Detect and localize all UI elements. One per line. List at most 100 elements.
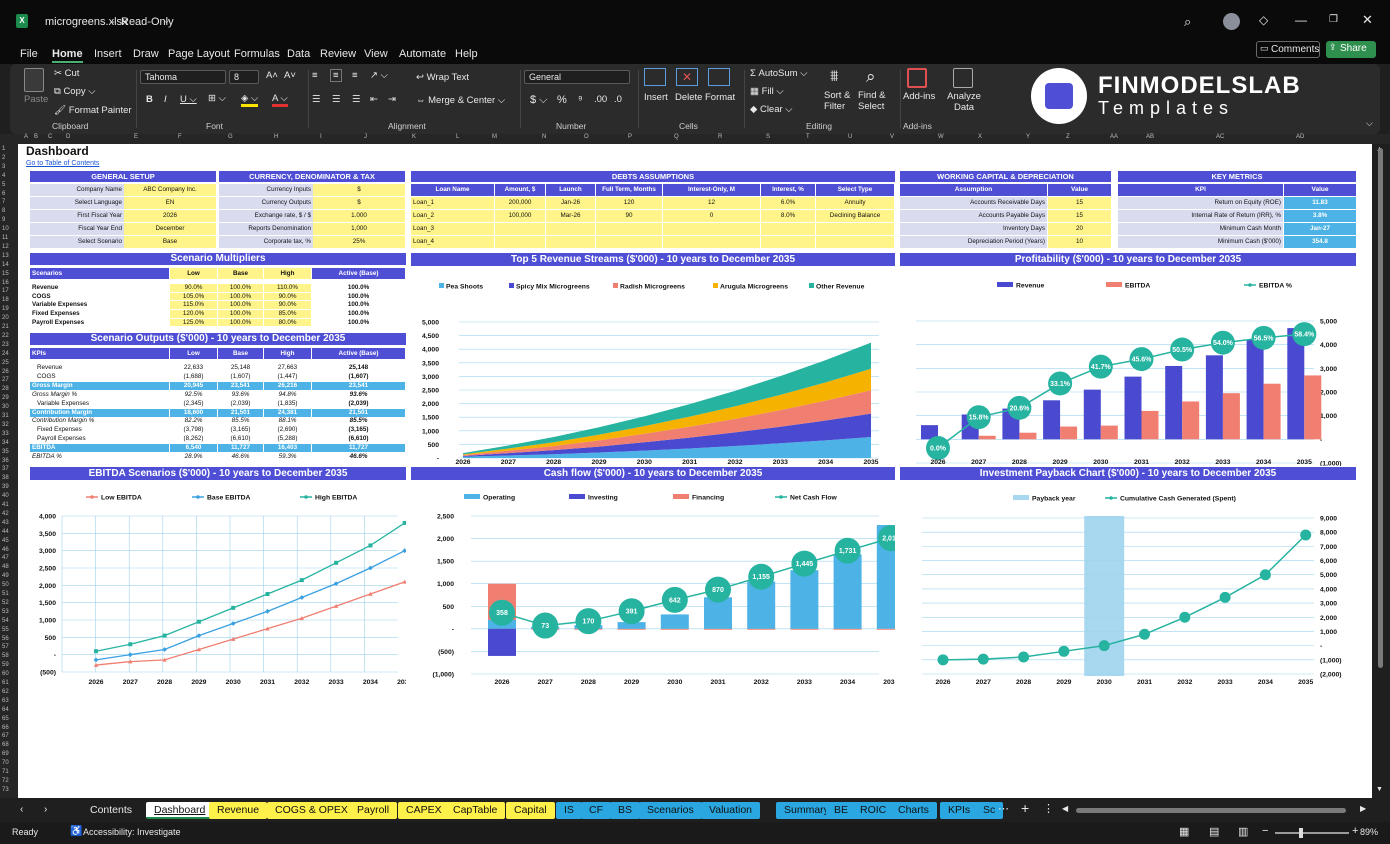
row-header[interactable]: 64 bbox=[2, 706, 9, 713]
paste-icon[interactable] bbox=[24, 68, 44, 92]
sheet-tab-payroll[interactable]: Payroll bbox=[349, 802, 398, 819]
setup-value[interactable]: EN bbox=[124, 197, 216, 209]
align-bottom-icon[interactable]: ≡ bbox=[352, 70, 358, 81]
sheet-tab-be[interactable]: BE bbox=[826, 802, 857, 819]
orientation-icon[interactable]: ↗ ⌵ bbox=[370, 70, 388, 81]
debt-cell[interactable]: Jan-26 bbox=[546, 197, 595, 209]
minimize-icon[interactable]: — bbox=[1295, 13, 1307, 27]
decrease-indent-icon[interactable]: ⇤ bbox=[370, 94, 378, 105]
menu-automate[interactable]: Automate bbox=[399, 48, 447, 60]
scenario-value[interactable]: 90.0% bbox=[264, 292, 311, 301]
zoom-out-icon[interactable]: − bbox=[1262, 825, 1269, 837]
column-header[interactable]: D bbox=[66, 134, 71, 140]
addins-icon[interactable] bbox=[907, 68, 927, 88]
sheet-tab-scenarios[interactable]: Scenarios bbox=[639, 802, 702, 819]
row-header[interactable]: 17 bbox=[2, 288, 9, 295]
debt-cell[interactable]: 12 bbox=[663, 197, 760, 209]
row-header[interactable]: 24 bbox=[2, 350, 9, 357]
format-cells-icon[interactable] bbox=[708, 68, 730, 86]
row-header[interactable]: 62 bbox=[2, 688, 9, 695]
table-of-contents-link[interactable]: Go to Table of Contents bbox=[26, 160, 100, 167]
column-header[interactable]: B bbox=[34, 134, 39, 140]
row-header[interactable]: 51 bbox=[2, 591, 9, 597]
sort-filter-icon[interactable]: ⩩ bbox=[830, 68, 839, 85]
clear-button[interactable]: ◆ Clear ⌵ bbox=[750, 104, 793, 115]
row-header[interactable]: 2 bbox=[2, 154, 6, 161]
row-header[interactable]: 52 bbox=[2, 599, 9, 606]
column-header[interactable]: AD bbox=[1296, 134, 1305, 140]
row-header[interactable]: 46 bbox=[2, 546, 9, 553]
row-header[interactable]: 6 bbox=[2, 190, 6, 197]
debt-cell[interactable]: Loan_3 bbox=[411, 223, 494, 235]
debt-cell[interactable]: Loan_1 bbox=[411, 197, 494, 209]
comments-button[interactable]: ▭ Comments bbox=[1256, 41, 1320, 58]
wc-value[interactable]: 15 bbox=[1048, 210, 1111, 222]
column-header[interactable]: A bbox=[24, 134, 29, 140]
currency-value[interactable]: $ bbox=[313, 197, 405, 209]
increase-decimal-icon[interactable]: .00 bbox=[594, 94, 608, 105]
zoom-thumb[interactable] bbox=[1299, 828, 1303, 838]
menu-view[interactable]: View bbox=[364, 48, 388, 60]
underline-button[interactable]: U ⌵ bbox=[180, 94, 197, 105]
row-header[interactable]: 45 bbox=[2, 537, 9, 544]
row-header[interactable]: 58 bbox=[2, 653, 9, 660]
ebitda-scenarios-chart[interactable]: Low EBITDA Base EBITDA High EBITDA 4,000 3,5… bbox=[30, 480, 406, 694]
row-header[interactable]: 26 bbox=[2, 368, 9, 375]
row-header[interactable]: 38 bbox=[2, 475, 9, 482]
menu-data[interactable]: Data bbox=[287, 48, 311, 60]
revenue-streams-chart[interactable]: Pea Shoots Spicy Mix Microgreens Radish Mi… bbox=[411, 266, 895, 466]
zoom-level[interactable]: 89% bbox=[1360, 827, 1379, 837]
debt-cell[interactable]: Annuity bbox=[816, 197, 894, 209]
row-header[interactable]: 47 bbox=[2, 555, 9, 562]
scenario-value[interactable]: 100.0% bbox=[218, 310, 263, 318]
sheet-tab-capex[interactable]: CAPEX bbox=[398, 802, 450, 819]
debt-cell[interactable]: 0 bbox=[663, 210, 760, 222]
wc-value[interactable]: 10 bbox=[1048, 236, 1111, 248]
row-header[interactable]: 67 bbox=[2, 733, 9, 740]
tab-options-icon[interactable]: ⋮ bbox=[1043, 803, 1054, 815]
avatar[interactable] bbox=[1223, 13, 1240, 30]
worksheet[interactable]: Dashboard Go to Table of Contents GENERA… bbox=[18, 144, 1372, 798]
currency-value[interactable]: 25% bbox=[313, 236, 405, 248]
row-header[interactable]: 14 bbox=[2, 261, 9, 268]
scenario-value[interactable]: 100.0% bbox=[218, 318, 263, 327]
copy-button[interactable]: ⧉ Copy ⌵ bbox=[54, 86, 96, 97]
h-scroll-right-icon[interactable]: ▶ bbox=[1360, 804, 1367, 813]
row-header[interactable]: 69 bbox=[2, 751, 9, 758]
row-header[interactable]: 43 bbox=[2, 519, 9, 526]
menu-file[interactable]: File bbox=[20, 48, 38, 60]
column-header[interactable]: V bbox=[890, 134, 895, 140]
column-header[interactable]: C bbox=[48, 134, 53, 140]
setup-value[interactable]: December bbox=[124, 223, 216, 235]
horizontal-scrollbar[interactable] bbox=[1076, 808, 1346, 813]
sheet-tab-cf[interactable]: CF bbox=[581, 802, 611, 819]
sheet-tab-sc[interactable]: Sc bbox=[975, 802, 1004, 819]
fill-color-icon[interactable]: ◈ ⌵ bbox=[241, 93, 259, 107]
debt-cell[interactable] bbox=[816, 236, 894, 248]
row-header[interactable]: 3 bbox=[2, 163, 6, 170]
row-header[interactable]: 32 bbox=[2, 421, 9, 428]
row-header[interactable]: 11 bbox=[2, 235, 9, 241]
insert-cells-icon[interactable] bbox=[644, 68, 666, 86]
sheet-tab-cogs-opex[interactable]: COGS & OPEX bbox=[267, 802, 356, 819]
scenario-value[interactable]: 90.0% bbox=[264, 301, 311, 310]
currency-value[interactable]: $ bbox=[313, 184, 405, 196]
row-header[interactable]: 68 bbox=[2, 742, 9, 749]
scenario-value[interactable]: 100.0% bbox=[218, 284, 263, 292]
row-header[interactable]: 65 bbox=[2, 715, 9, 722]
column-header[interactable]: Q bbox=[674, 134, 679, 140]
row-header[interactable]: 16 bbox=[2, 279, 9, 286]
analyze-data-icon[interactable] bbox=[953, 68, 973, 88]
column-header[interactable]: L bbox=[456, 134, 460, 140]
row-header[interactable]: 71 bbox=[2, 769, 9, 775]
cut-button[interactable]: ✂ Cut bbox=[54, 68, 79, 79]
column-header[interactable]: S bbox=[766, 134, 771, 140]
scenario-value[interactable]: 115.0% bbox=[170, 301, 217, 310]
debt-cell[interactable] bbox=[596, 223, 662, 235]
insert-cells-button[interactable]: Insert bbox=[644, 92, 668, 103]
column-header[interactable]: U bbox=[848, 134, 853, 140]
menu-formulas[interactable]: Formulas bbox=[234, 48, 280, 60]
h-scroll-left-icon[interactable]: ◀ bbox=[1062, 804, 1069, 813]
diamond-icon[interactable]: ◇ bbox=[1259, 13, 1269, 27]
comma-icon[interactable]: ⁹ bbox=[578, 94, 583, 106]
